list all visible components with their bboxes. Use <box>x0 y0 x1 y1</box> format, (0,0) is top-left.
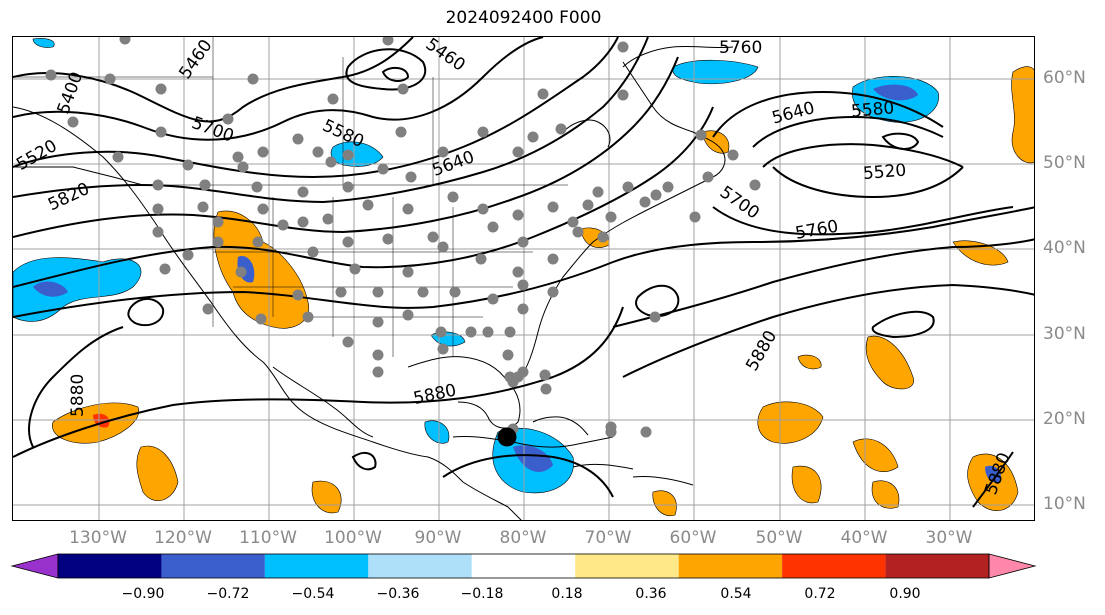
negative-area-north-atlantic-core <box>873 84 918 101</box>
lon-label-100w: 100°W <box>324 528 382 548</box>
contour-labels: 5460 5400 5520 5700 5580 5640 5820 5880 … <box>13 37 1015 498</box>
colorbar-tick-label-10: 0.90 <box>889 586 921 602</box>
positive-area-newfoundland <box>702 130 730 154</box>
positive-area-tropical-atlantic-4 <box>791 465 822 504</box>
lat-label-60n: 60°N <box>1043 68 1086 88</box>
lon-label-80w: 80°W <box>499 528 547 548</box>
lat-label-40n: 40°N <box>1043 238 1086 258</box>
lon-label-40w: 40°W <box>840 528 888 548</box>
colorbar-tick-label-3: −0.54 <box>291 586 335 602</box>
colorbar-tick-label-4: −0.36 <box>376 586 420 602</box>
colorbar <box>10 553 1037 579</box>
colorbar-swatch <box>782 554 886 578</box>
colorbar-tick-label-5: −0.18 <box>460 586 504 602</box>
positive-area-tropical-atlantic-3 <box>871 480 900 509</box>
colorbar-extend-low <box>10 553 59 579</box>
lon-label-50w: 50°W <box>755 528 803 548</box>
colorbar-swatch <box>471 554 576 578</box>
positive-area-east-pacific-south <box>311 480 342 514</box>
lat-label-50n: 50°N <box>1043 153 1086 173</box>
contour-label-5400: 5400 <box>54 69 88 116</box>
height-contours <box>13 37 1034 508</box>
positive-area-southwest-us <box>213 210 310 329</box>
colorbar-tick-label-2: −0.72 <box>206 586 250 602</box>
colorbar-tick-label-7: 0.36 <box>635 586 667 602</box>
negative-area-labrador <box>672 59 759 85</box>
contour-label-5580-east: 5580 <box>850 98 895 122</box>
contour-label-5760-north: 5760 <box>719 38 762 58</box>
colorbar-swatch <box>885 554 989 578</box>
colorbar-outline <box>57 553 990 579</box>
lat-label-20n: 20°N <box>1043 409 1086 429</box>
colorbar-swatches <box>10 553 1037 579</box>
station-markers <box>45 37 761 438</box>
lat-label-10n: 10°N <box>1043 494 1086 514</box>
positive-area-tropical-atlantic-2-core <box>985 465 1002 483</box>
negative-area-caribbean-core <box>513 445 553 472</box>
positive-area-central-atlantic-1 <box>865 335 914 390</box>
lon-label-90w: 90°W <box>414 528 462 548</box>
map-title: 2024092400 F000 <box>445 8 602 28</box>
negative-area-nw-canada <box>32 38 55 48</box>
storm-center-marker <box>497 427 517 447</box>
lon-label-120w: 120°W <box>154 528 212 548</box>
colorbar-swatch <box>58 554 162 578</box>
contour-label-5520-w: 5520 <box>13 136 60 175</box>
lon-label-110w: 110°W <box>239 528 297 548</box>
colorbar-swatch <box>368 554 472 578</box>
lon-label-130w: 130°W <box>69 528 127 548</box>
negative-area-east-pacific-core <box>33 281 68 297</box>
colorbar-swatch <box>264 554 369 578</box>
colorbar-tick-label-6: 0.18 <box>551 586 583 602</box>
lat-label-30n: 30°N <box>1043 324 1086 344</box>
positive-area-east-atlantic-n <box>1011 66 1034 164</box>
negative-area-gulf <box>424 420 450 444</box>
negative-area-east-pacific <box>13 257 142 322</box>
map-canvas: 5460 5400 5520 5700 5580 5640 5820 5880 … <box>13 37 1034 520</box>
contour-label-5640-east: 5640 <box>770 98 817 129</box>
contour-label-5520-east: 5520 <box>862 160 907 184</box>
colorbar-tick-label-8: 0.54 <box>720 586 752 602</box>
contour-label-5880-south: 5880 <box>412 380 458 409</box>
contour-label-5460-center: 5460 <box>422 37 469 76</box>
lon-label-60w: 60°W <box>669 528 717 548</box>
map-panel: 5460 5400 5520 5700 5580 5640 5820 5880 … <box>12 36 1035 521</box>
lon-label-30w: 30°W <box>925 528 973 548</box>
contour-label-5820: 5820 <box>45 179 93 215</box>
contour-label-5880-atlantic: 5880 <box>742 327 781 374</box>
colorbar-extend-high <box>988 553 1037 579</box>
positive-area-tropical-pacific <box>136 445 179 501</box>
colorbar-swatch <box>575 554 679 578</box>
positive-area-central-atlantic-2 <box>757 401 824 444</box>
positive-area-tropical-atlantic-5 <box>652 490 677 517</box>
colorbar-swatch <box>678 554 783 578</box>
positive-area-tropical-atlantic-1 <box>852 438 899 472</box>
colorbar-swatch <box>161 554 265 578</box>
lon-label-70w: 70°W <box>584 528 632 548</box>
contour-label-5880-west: 5880 <box>68 374 88 417</box>
colorbar-tick-label-9: 0.72 <box>804 586 836 602</box>
contour-label-5460-w: 5460 <box>175 37 216 83</box>
coastlines <box>13 45 734 520</box>
colorbar-tick-label-1: −0.90 <box>121 586 165 602</box>
positive-area-central-atlantic-3 <box>797 354 822 370</box>
